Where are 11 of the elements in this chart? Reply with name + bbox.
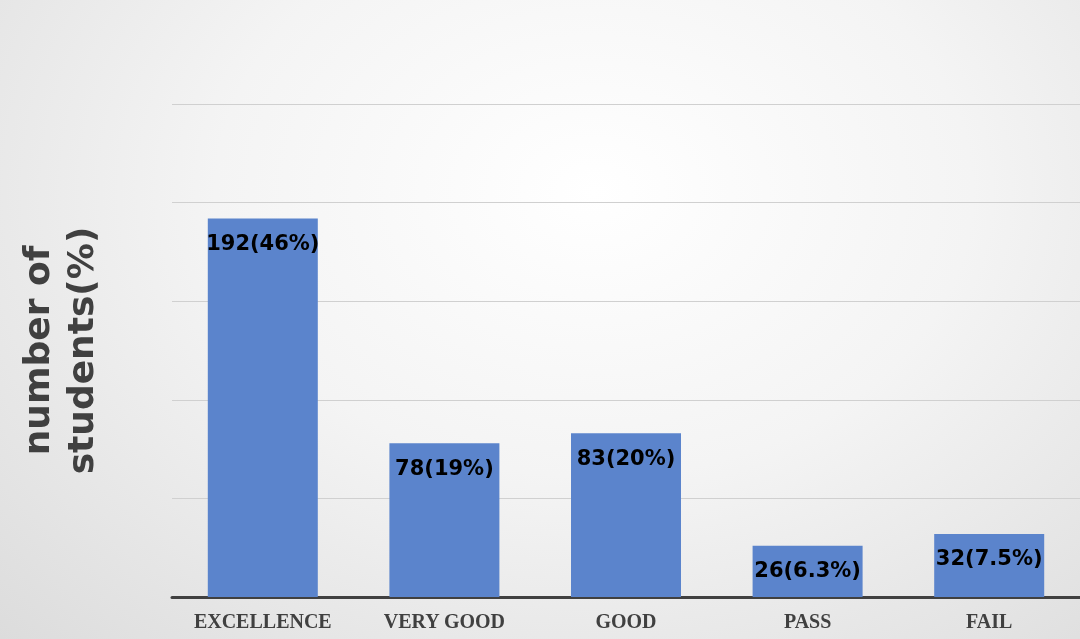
y-axis-title: number of students(%) (15, 226, 101, 475)
data-label: 192(46%) (206, 230, 320, 255)
data-label: 78(19%) (395, 455, 494, 480)
data-label: 83(20%) (576, 445, 676, 470)
x-tick-label: PASS (783, 610, 832, 632)
x-tick-label: VERY GOOD (383, 610, 506, 632)
x-tick-label: GOOD (595, 610, 657, 632)
x-tick-label: FAIL (966, 610, 1013, 632)
data-label: 26(6.3%) (754, 558, 861, 583)
data-label: 32(7.5%) (935, 546, 1043, 571)
x-tick-label: EXCELLENCE (193, 610, 332, 632)
